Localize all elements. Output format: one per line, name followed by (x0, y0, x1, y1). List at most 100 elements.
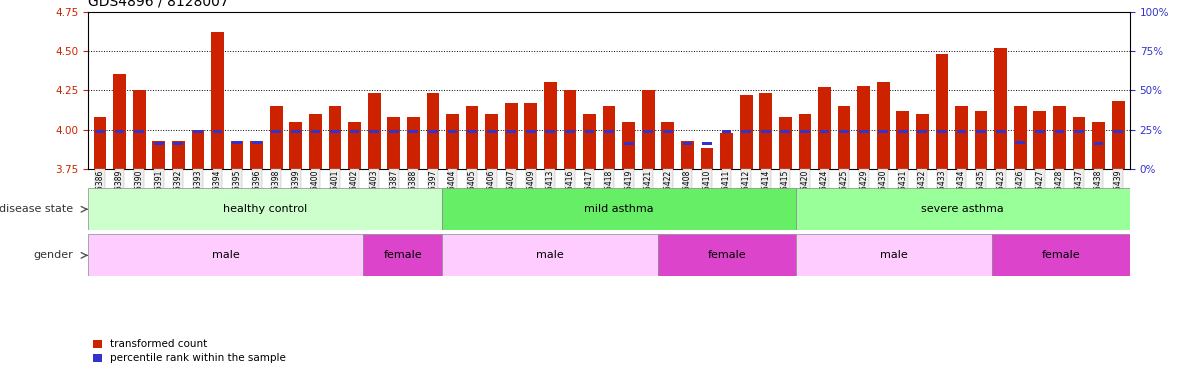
Text: mild asthma: mild asthma (584, 204, 653, 214)
Bar (644, 130, 653, 132)
Bar (1075, 130, 1084, 132)
Bar (681, 141, 693, 169)
Bar (800, 130, 810, 132)
Text: GSM665405: GSM665405 (467, 169, 477, 216)
Bar (526, 130, 536, 132)
Bar (443, 188, 796, 230)
Bar (193, 130, 202, 132)
Bar (367, 93, 380, 169)
Bar (742, 130, 751, 132)
Text: GSM665417: GSM665417 (585, 169, 594, 216)
Bar (485, 114, 498, 169)
Bar (1035, 130, 1045, 132)
Text: GSM665392: GSM665392 (174, 169, 182, 216)
Bar (1055, 130, 1064, 132)
Bar (641, 90, 654, 169)
Bar (1113, 130, 1123, 132)
Text: GSM665411: GSM665411 (722, 169, 731, 215)
Bar (231, 141, 244, 169)
Bar (857, 86, 870, 169)
Bar (211, 32, 224, 169)
Bar (251, 141, 262, 169)
Text: male: male (880, 250, 907, 260)
Text: GSM665426: GSM665426 (1016, 169, 1025, 216)
Bar (364, 234, 443, 276)
Text: GSM665427: GSM665427 (1036, 169, 1044, 216)
Bar (957, 130, 966, 132)
Bar (88, 188, 443, 230)
Text: GSM665431: GSM665431 (898, 169, 907, 216)
Text: GSM665418: GSM665418 (605, 169, 613, 215)
Bar (290, 122, 302, 169)
Bar (310, 114, 321, 169)
Text: GSM665430: GSM665430 (879, 169, 887, 216)
Bar (252, 141, 261, 144)
Bar (270, 106, 282, 169)
Text: GSM665435: GSM665435 (977, 169, 985, 216)
Bar (937, 130, 946, 132)
Text: GSM665389: GSM665389 (115, 169, 124, 216)
Bar (192, 129, 205, 169)
Text: GSM665391: GSM665391 (154, 169, 164, 216)
Bar (818, 87, 831, 169)
Bar (1092, 122, 1105, 169)
Bar (467, 130, 477, 132)
Bar (583, 114, 596, 169)
Bar (487, 130, 497, 132)
Bar (975, 111, 988, 169)
Bar (759, 93, 772, 169)
Text: GSM665429: GSM665429 (859, 169, 869, 216)
Bar (996, 130, 1005, 132)
Text: GSM665416: GSM665416 (565, 169, 574, 216)
Text: female: female (384, 250, 423, 260)
Text: GSM665414: GSM665414 (762, 169, 770, 216)
Bar (114, 130, 125, 132)
Bar (760, 130, 771, 132)
Bar (152, 141, 165, 169)
Bar (428, 130, 438, 132)
Legend: transformed count, percentile rank within the sample: transformed count, percentile rank withi… (93, 339, 286, 363)
Bar (544, 83, 557, 169)
Bar (798, 114, 811, 169)
Bar (94, 117, 106, 169)
Bar (623, 122, 636, 169)
Bar (898, 130, 907, 132)
Bar (134, 130, 144, 132)
Text: GSM665410: GSM665410 (703, 169, 711, 216)
Text: GSM665401: GSM665401 (331, 169, 339, 216)
Bar (878, 130, 889, 132)
Bar (113, 74, 126, 169)
Bar (936, 54, 949, 169)
Bar (995, 48, 1008, 169)
Bar (1053, 106, 1066, 169)
Text: GSM665395: GSM665395 (233, 169, 241, 216)
Text: disease state: disease state (0, 204, 73, 214)
Text: GSM665437: GSM665437 (1075, 169, 1084, 216)
Bar (877, 83, 890, 169)
Bar (918, 130, 927, 132)
Text: GSM665398: GSM665398 (272, 169, 281, 216)
Bar (370, 130, 379, 132)
Text: gender: gender (33, 250, 73, 260)
Text: GSM665402: GSM665402 (350, 169, 359, 216)
Bar (779, 117, 792, 169)
Bar (740, 95, 752, 169)
Text: female: female (707, 250, 746, 260)
Bar (992, 234, 1130, 276)
Text: GSM665390: GSM665390 (134, 169, 144, 216)
Text: female: female (1042, 250, 1080, 260)
Bar (446, 114, 459, 169)
Text: GSM665397: GSM665397 (428, 169, 438, 216)
Text: male: male (212, 250, 240, 260)
Text: GSM665404: GSM665404 (448, 169, 457, 216)
Bar (447, 130, 458, 132)
Bar (466, 106, 478, 169)
Bar (916, 114, 929, 169)
Text: GSM665433: GSM665433 (937, 169, 946, 216)
Text: GSM665415: GSM665415 (780, 169, 790, 216)
Text: male: male (537, 250, 564, 260)
Bar (350, 130, 359, 132)
Bar (426, 93, 439, 169)
Text: GSM665432: GSM665432 (918, 169, 926, 216)
Bar (154, 142, 164, 145)
